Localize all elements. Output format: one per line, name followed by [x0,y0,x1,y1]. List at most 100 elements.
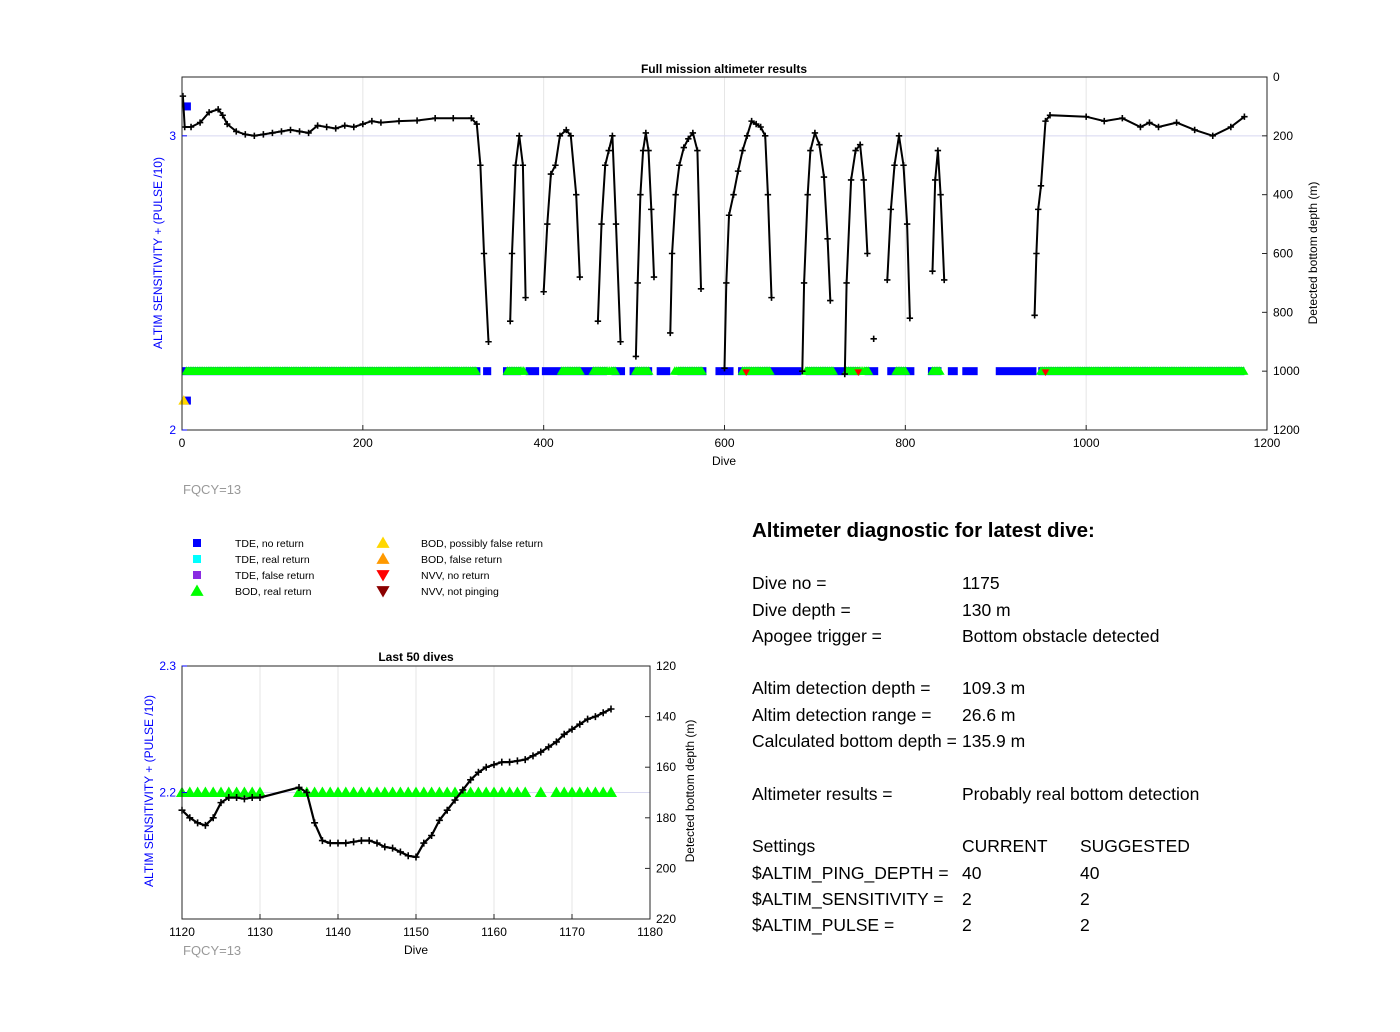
bod-real-return-marker [550,786,563,797]
bod-real-return-marker [565,786,579,797]
y-right-tick-label: 140 [656,710,676,724]
bod-real-return-marker [495,786,508,797]
depth-point [576,273,584,281]
depth-point [1137,123,1144,131]
bod-real-return-marker [425,786,438,797]
bod-real-return-marker [355,786,368,797]
depth-point [632,353,640,360]
depth-point [605,147,612,154]
depth-point [906,315,914,322]
depth-point [1037,182,1045,190]
depth-point [428,832,436,840]
last-50-dives-chart: 1120 1130 1140 1150 1160 1170 1180 2.22.3 1201… [142,650,697,958]
suggested-label: SUGGESTED [1080,836,1190,857]
depth-point [929,267,936,275]
main-ylabel-left: ALTIM SENSITIVITY + (PULSE /10) [151,157,165,349]
depth-point [512,162,519,169]
y-right-tick-label: 400 [1273,188,1293,202]
depth-point [1082,113,1090,120]
depth-point [248,794,256,802]
x-tick-label: 1120 [169,925,195,939]
altim-det-depth-row: Altim detection depth = 109.3 m [752,675,1095,701]
depth-point [757,123,764,131]
x-tick-label: 0 [179,436,186,450]
depth-point [179,92,187,100]
depth-point [295,783,303,791]
tde-no-return-marker [864,367,879,376]
depth-point [764,191,772,198]
bod-real-return-marker [402,786,415,797]
current-label: CURRENT [962,836,1048,857]
tde-no-return-marker [995,367,1037,376]
depth-point [278,128,285,135]
depth-point [847,176,855,184]
depth-point [214,106,222,113]
bod-real-return-marker [534,786,547,797]
legend-marker [193,555,201,563]
depth-point [1031,312,1038,319]
depth-point [508,250,516,257]
depth-line [181,96,490,342]
depth-point [642,129,650,137]
bod-real-return-marker [558,786,571,797]
depth-point [594,317,602,325]
bod-real-return-marker [934,366,945,375]
depth-point [1119,114,1126,122]
bod-real-return-marker [828,366,838,375]
depth-point [591,713,599,721]
main-extra-markers [178,369,1050,405]
depth-point [519,162,527,169]
depth-point [506,758,514,766]
nvv-no-return-marker [1041,369,1050,376]
bod-real-return-marker [464,786,477,797]
small-y-ticks-right: 120 140 160 180 200 220 [645,659,676,926]
depth-point [552,162,559,169]
legend-label: NVV, no return [421,570,490,582]
sensitivity-suggested: 2 [1080,888,1090,909]
bod-real-return-marker [214,786,228,797]
main-bod-markers [181,366,1249,375]
depth-point [314,122,321,129]
pulse-label: $ALTIM_PULSE = [752,915,895,936]
depth-point [552,738,560,746]
depth-point [431,114,439,122]
ping-depth-current: 40 [962,862,982,883]
x-tick-label: 1170 [559,925,585,939]
small-xlabel: Dive [404,943,428,957]
depth-point [529,752,537,760]
dive-depth-label: Dive depth = [752,599,851,620]
x-tick-label: 1150 [403,925,429,939]
depth-point [612,220,620,228]
x-tick-label: 600 [714,436,734,450]
dive-no-value: 1175 [962,573,1000,594]
small-title: Last 50 dives [378,650,454,664]
legend: TDE, no return TDE, real return TDE, false… [190,536,543,598]
depth-point [474,768,482,776]
depth-point [240,795,248,803]
small-x-ticks: 1120 1130 1140 1150 1160 1170 1180 [169,914,663,939]
diagnostic-title: Altimeter diagnostic for latest dive: [752,519,1095,542]
bod-real-return-marker [331,786,345,797]
depth-point [639,147,647,154]
depth-point [601,162,609,169]
depth-point [242,131,249,138]
dive-no-label: Dive no = [752,573,827,594]
depth-point [318,837,326,845]
depth-point [516,132,523,140]
depth-point [482,763,490,771]
legend-label: BOD, possibly false return [421,538,543,550]
x-tick-label: 1160 [481,925,507,939]
bod-real-return-marker [511,786,524,797]
depth-point [381,843,389,851]
altim-det-depth-label: Altim detection depth = [752,678,931,699]
depth-point [305,129,312,137]
depth-point [507,317,514,325]
x-tick-label: 1140 [325,925,351,939]
legend-marker [376,552,390,564]
depth-point [824,235,831,242]
depth-point [941,276,948,284]
bod-real-return-marker [347,786,360,797]
bod-real-return-marker [386,786,399,797]
depth-point [689,129,697,137]
y-right-tick-label: 220 [656,912,676,926]
